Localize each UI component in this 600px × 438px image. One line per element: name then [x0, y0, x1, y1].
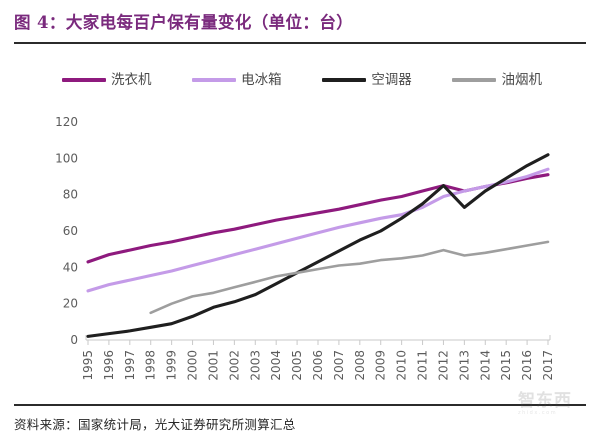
y-axis-tick-label: 0 [70, 333, 78, 347]
x-axis-tick-label: 2007 [332, 350, 346, 381]
legend-swatch-icon [62, 78, 106, 82]
x-axis-tick-label: 1999 [165, 350, 179, 381]
x-axis-tick-label: 2017 [541, 350, 555, 381]
x-axis-tick-label: 2015 [499, 350, 513, 381]
legend-item[interactable]: 油烟机 [452, 72, 542, 88]
legend-item[interactable]: 洗衣机 [62, 72, 152, 88]
x-tick-labels-group: 1995 1996 1997 1998 1999 2000 2001 2002 2003 2004… [81, 350, 555, 381]
x-axis-tick-label: 2011 [416, 350, 430, 381]
legend-item[interactable]: 电冰箱 [192, 72, 282, 88]
x-axis-tick-label: 2001 [207, 350, 221, 381]
legend-label: 洗衣机 [111, 72, 152, 88]
x-axis-tick-label: 2000 [186, 350, 200, 381]
page-title: 图 4：大家电每百户保有量变化（单位：台） [14, 13, 354, 32]
y-axis-tick-label: 20 [63, 297, 78, 311]
y-axis-tick-label: 60 [63, 224, 78, 238]
x-axis-tick-label: 2012 [437, 350, 451, 381]
x-axis-tick-label: 2006 [311, 350, 325, 381]
x-axis-group [85, 335, 551, 345]
chart-legend: 洗衣机 电冰箱 空调器 油烟机 [62, 72, 542, 88]
x-axis-tick-label: 1995 [81, 350, 95, 381]
y-axis-group: 0 20 40 60 80 100 120 [55, 115, 78, 347]
figure-footer: 资料来源：国家统计局，光大证券研究所测算汇总 [14, 404, 586, 433]
y-axis-tick-label: 40 [63, 260, 78, 274]
x-axis-tick-label: 2008 [353, 350, 367, 381]
series-line-1 [86, 167, 550, 293]
legend-item[interactable]: 空调器 [322, 72, 412, 88]
legend-swatch-icon [192, 78, 237, 82]
legend-label: 油烟机 [501, 72, 542, 88]
chart-plot-area: 0 20 40 60 80 100 120 1995 1996 1997 1998 1999 2000… [0, 100, 600, 400]
x-axis-tick-label: 2002 [227, 350, 241, 381]
y-axis-tick-label: 100 [55, 151, 78, 165]
legend-label: 空调器 [371, 72, 412, 88]
footer-divider [14, 404, 586, 406]
x-axis-tick-label: 2016 [520, 350, 534, 381]
x-axis-tick-label: 2009 [374, 350, 388, 381]
figure-header: 图 4：大家电每百户保有量变化（单位：台） [14, 12, 586, 44]
x-axis-tick-label: 2013 [457, 350, 471, 381]
x-axis-tick-label: 1996 [102, 350, 116, 381]
x-axis-tick-label: 1997 [123, 350, 137, 381]
x-axis-tick-label: 2003 [248, 350, 262, 381]
line-chart-svg: 0 20 40 60 80 100 120 1995 1996 1997 1998 1999 2000… [55, 115, 555, 381]
legend-swatch-icon [452, 78, 497, 82]
series-group [86, 153, 550, 338]
legend-swatch-icon [322, 78, 367, 82]
x-axis-tick-label: 1998 [144, 350, 158, 381]
series-line-2 [86, 153, 550, 338]
x-axis-tick-label: 2004 [269, 350, 283, 381]
x-axis-tick-label: 2010 [395, 350, 409, 381]
legend-label: 电冰箱 [241, 72, 282, 88]
source-note: 资料来源：国家统计局，光大证券研究所测算汇总 [14, 416, 296, 432]
y-axis-tick-label: 120 [55, 115, 78, 129]
series-line-3 [149, 240, 550, 315]
y-axis-tick-label: 80 [63, 188, 78, 202]
x-axis-tick-label: 2005 [290, 350, 304, 381]
x-axis-tick-label: 2014 [478, 350, 492, 381]
title-divider [14, 42, 586, 44]
